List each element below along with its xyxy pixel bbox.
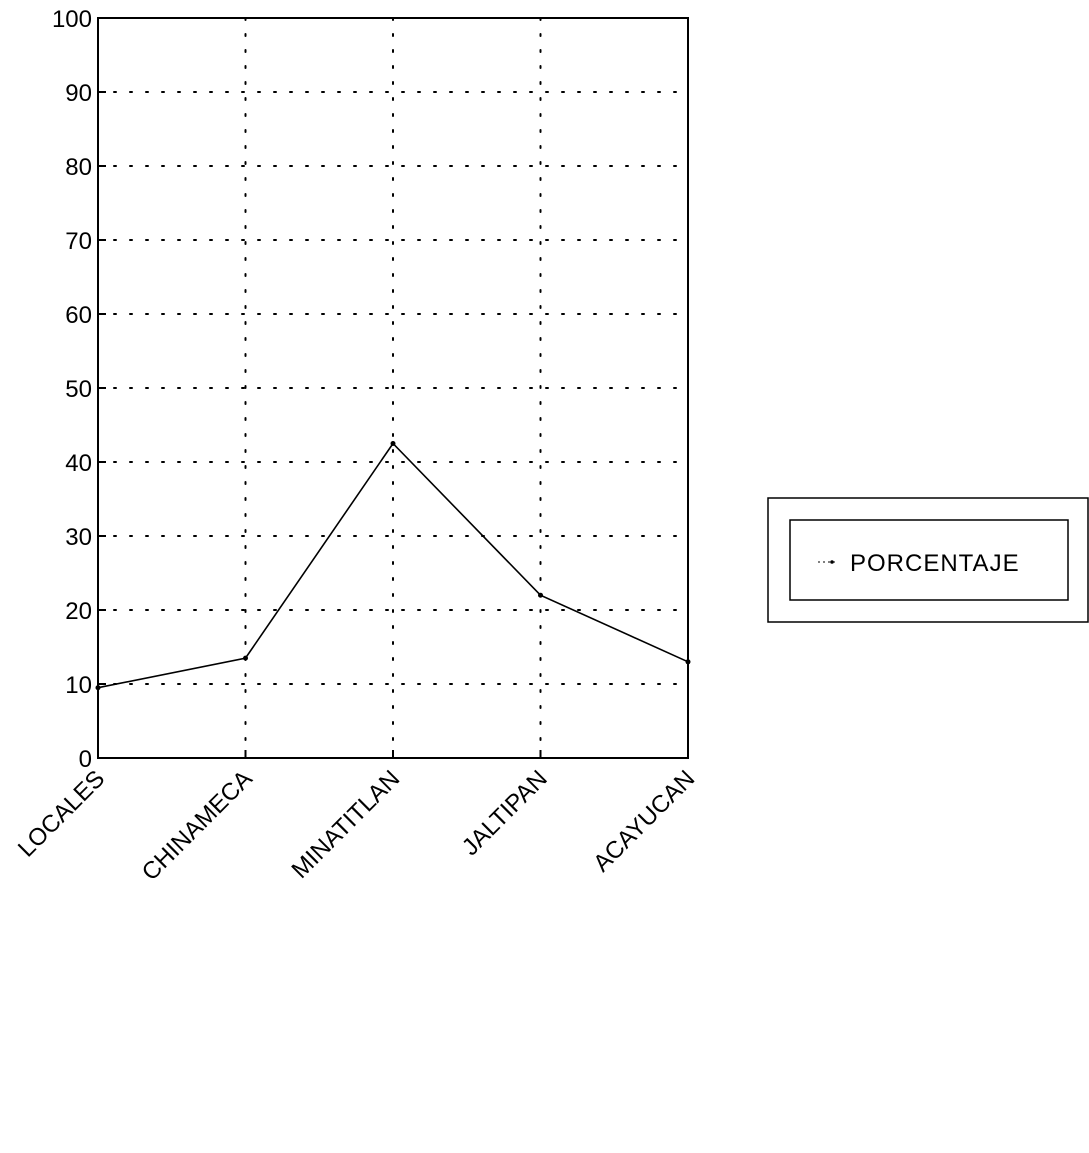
series-group <box>95 441 691 691</box>
data-point <box>390 441 396 446</box>
x-category-label: LOCALES <box>13 765 110 862</box>
data-point <box>538 592 543 598</box>
y-tick-label: 50 <box>65 376 92 403</box>
data-point <box>243 655 248 661</box>
x-category-label: JALTIPAN <box>457 765 553 861</box>
y-tick-label: 10 <box>65 672 92 699</box>
y-tick-label: 20 <box>65 598 92 625</box>
y-tick-label: 80 <box>65 154 92 181</box>
series-line <box>97 442 689 689</box>
y-tick-label: 0 <box>79 746 92 773</box>
x-category-label: CHINAMECA <box>137 765 258 886</box>
y-tick-label: 60 <box>65 302 92 329</box>
legend: PORCENTAJE <box>767 497 1089 623</box>
legend-outer-frame <box>767 497 1089 623</box>
legend-marker <box>830 560 834 564</box>
x-category-label: MINATITLAN <box>287 765 406 884</box>
legend-label: PORCENTAJE <box>850 550 1020 577</box>
data-point <box>685 659 691 665</box>
y-tick-label: 100 <box>52 6 92 33</box>
x-category-label: ACAYUCAN <box>588 765 700 877</box>
x-axis: LOCALES CHINAMECA MINATITLAN JALTIPAN ACAYUC… <box>13 750 700 886</box>
data-point <box>95 685 101 691</box>
y-tick-label: 90 <box>65 80 92 107</box>
y-tick-label: 30 <box>65 524 92 551</box>
legend-inner-frame <box>789 519 1069 601</box>
y-tick-label: 70 <box>65 228 92 255</box>
y-tick-label: 40 <box>65 450 92 477</box>
grid-lines <box>97 17 689 759</box>
y-axis: 0 10 20 30 40 50 60 70 80 90 100 <box>52 6 106 773</box>
